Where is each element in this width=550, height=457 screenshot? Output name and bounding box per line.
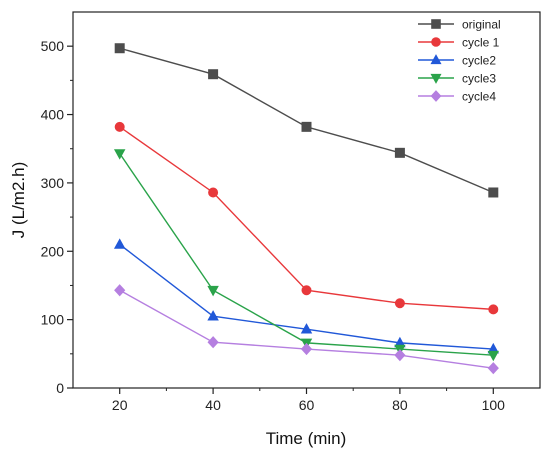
series-2 xyxy=(114,121,499,315)
data-point xyxy=(301,285,312,296)
y-tick-label: 300 xyxy=(41,175,65,191)
data-point xyxy=(300,342,313,356)
y-axis-title: J (L/m2.h) xyxy=(9,162,28,239)
data-point xyxy=(207,336,219,349)
series-5 xyxy=(114,284,499,375)
legend-marker xyxy=(431,19,441,29)
legend-marker xyxy=(430,90,442,102)
data-point xyxy=(487,350,500,362)
data-point xyxy=(207,285,219,297)
series-3 xyxy=(113,238,500,354)
series-1 xyxy=(114,43,499,198)
legend-marker xyxy=(430,73,442,84)
data-point xyxy=(301,121,312,132)
legend-item: cycle4 xyxy=(418,90,496,104)
y-tick-label: 400 xyxy=(41,107,65,123)
legend-item: cycle3 xyxy=(418,72,496,86)
legend-marker xyxy=(431,37,441,47)
axis-ticks: 20 40 60 80 100 0 100 200 300 400 500 xyxy=(41,38,506,413)
x-tick-label: 40 xyxy=(205,397,221,413)
x-tick-label: 100 xyxy=(482,397,506,413)
data-point xyxy=(394,298,405,309)
series-4 xyxy=(113,149,500,362)
y-tick-label: 0 xyxy=(56,380,64,396)
data-point xyxy=(113,238,126,249)
data-point xyxy=(394,147,405,158)
data-point xyxy=(208,187,219,198)
legend-label: original xyxy=(462,18,501,32)
data-point xyxy=(114,43,125,54)
legend-label: cycle3 xyxy=(462,72,496,86)
x-axis-title: Time (min) xyxy=(266,429,347,448)
data-point xyxy=(300,323,313,334)
y-tick-label: 500 xyxy=(41,38,65,54)
legend: original cycle 1 cycle2 cycle3 cycle4 xyxy=(418,18,501,104)
data-point xyxy=(208,69,219,80)
x-tick-label: 80 xyxy=(392,397,408,413)
data-point xyxy=(487,362,499,375)
legend-marker xyxy=(430,54,442,65)
data-point xyxy=(114,121,125,132)
data-point xyxy=(113,149,126,160)
x-tick-label: 60 xyxy=(299,397,315,413)
data-point xyxy=(207,310,219,321)
legend-item: cycle2 xyxy=(418,54,496,68)
y-tick-label: 200 xyxy=(41,243,65,259)
legend-label: cycle2 xyxy=(462,54,496,68)
legend-item: original xyxy=(418,18,501,32)
data-point xyxy=(114,284,126,297)
y-tick-label: 100 xyxy=(41,312,65,328)
legend-item: cycle 1 xyxy=(418,36,500,50)
data-point xyxy=(394,349,406,362)
legend-label: cycle4 xyxy=(462,90,496,104)
data-point xyxy=(488,187,499,198)
series-layer xyxy=(113,43,500,375)
series-line xyxy=(119,47,494,194)
x-tick-label: 20 xyxy=(112,397,128,413)
legend-label: cycle 1 xyxy=(462,36,500,50)
data-point xyxy=(488,304,499,315)
series-line xyxy=(119,126,494,311)
